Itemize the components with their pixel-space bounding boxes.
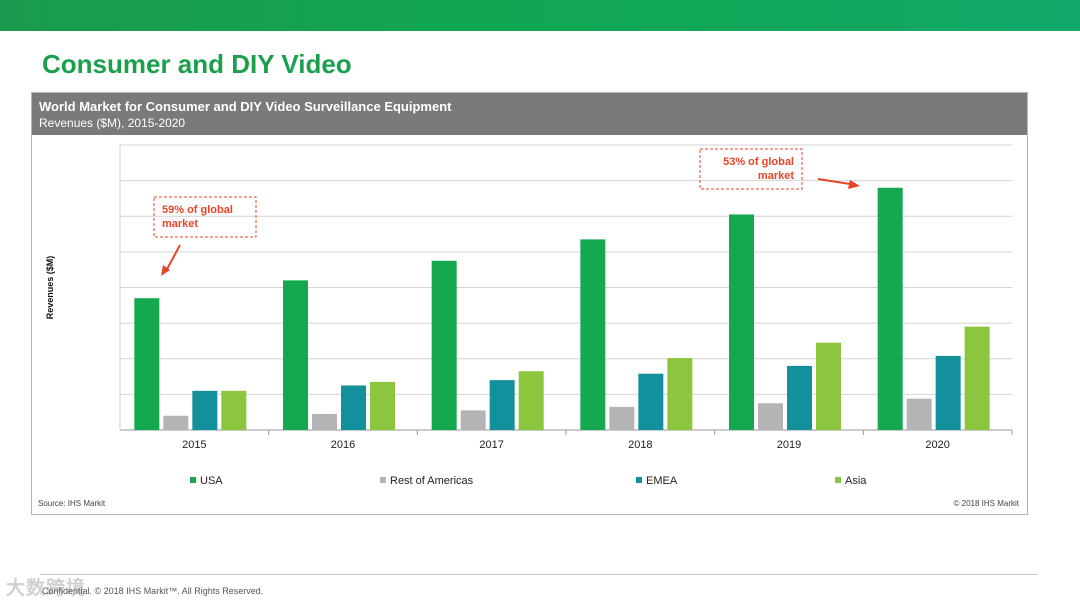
legend-label: Asia	[845, 475, 867, 487]
copyright-note: © 2018 IHS Markit	[953, 499, 1019, 508]
annotation-arrow	[165, 244, 181, 272]
chart-header: World Market for Consumer and DIY Video …	[32, 93, 1027, 135]
x-tick-label: 2020	[925, 439, 949, 451]
bar-rest-of-americas-2016	[312, 413, 337, 430]
bar-asia-2018	[667, 358, 693, 430]
bar-asia-2020	[964, 326, 990, 430]
bar-usa-2016	[283, 280, 308, 430]
bar-emea-2018	[638, 373, 664, 430]
bar-rest-of-americas-2017	[460, 410, 486, 430]
footer-text: Confidential. © 2018 IHS Markit™. All Ri…	[42, 586, 264, 596]
chart-panel: World Market for Consumer and DIY Video …	[31, 92, 1028, 515]
bar-asia-2016	[370, 381, 395, 430]
legend-swatch	[636, 477, 642, 483]
bar-usa-2015	[134, 298, 160, 430]
annotation-arrow	[817, 178, 851, 185]
y-axis-label: Revenues ($M)	[45, 256, 55, 320]
source-note: Source: IHS Markit	[38, 499, 106, 508]
x-tick-label: 2019	[777, 439, 801, 451]
bar-emea-2019	[787, 365, 812, 430]
legend-label: USA	[200, 475, 223, 487]
bar-usa-2017	[431, 260, 457, 430]
bar-usa-2020	[877, 187, 903, 430]
annotation-box	[699, 148, 803, 190]
bar-usa-2018	[580, 239, 606, 430]
legend-label: Rest of Americas	[390, 475, 474, 487]
x-tick-label: 2017	[479, 439, 503, 451]
annotation-text: market	[758, 170, 794, 182]
bar-rest-of-americas-2018	[609, 406, 635, 430]
bar-emea-2020	[935, 355, 961, 430]
annotation-text: market	[162, 218, 198, 230]
bar-emea-2015	[192, 390, 218, 430]
x-tick-label: 2016	[331, 439, 355, 451]
annotation-text: 59% of global	[162, 204, 233, 216]
slide-title: Consumer and DIY Video	[42, 49, 352, 79]
bar-rest-of-americas-2020	[906, 398, 932, 430]
bar-emea-2016	[341, 385, 366, 430]
footer-divider	[40, 574, 1038, 575]
legend-swatch	[835, 477, 841, 483]
legend-swatch	[190, 477, 196, 483]
top-banner	[0, 0, 1080, 31]
bar-asia-2019	[816, 342, 841, 430]
annotation-arrowhead	[161, 265, 170, 276]
bar-emea-2017	[489, 380, 515, 430]
bar-asia-2017	[518, 371, 544, 430]
x-tick-label: 2018	[628, 439, 652, 451]
watermark-logo: 大数跨境	[6, 578, 87, 599]
bar-usa-2019	[729, 214, 754, 430]
annotation-box	[153, 196, 257, 238]
chart-title: World Market for Consumer and DIY Video …	[39, 99, 452, 114]
x-tick-label: 2015	[182, 439, 206, 451]
bar-asia-2015	[221, 390, 247, 430]
legend-swatch	[380, 477, 386, 483]
bar-chart: 2015 2016 2017 2018 2019 2020 Revenues ($M) USA…	[45, 144, 1013, 487]
annotation-text: 53% of global	[723, 156, 794, 168]
annotation-arrowhead	[848, 180, 860, 189]
bar-rest-of-americas-2019	[758, 403, 783, 430]
bar-rest-of-americas-2015	[163, 415, 189, 430]
chart-subtitle: Revenues ($M), 2015-2020	[39, 116, 186, 130]
legend-label: EMEA	[646, 475, 678, 487]
